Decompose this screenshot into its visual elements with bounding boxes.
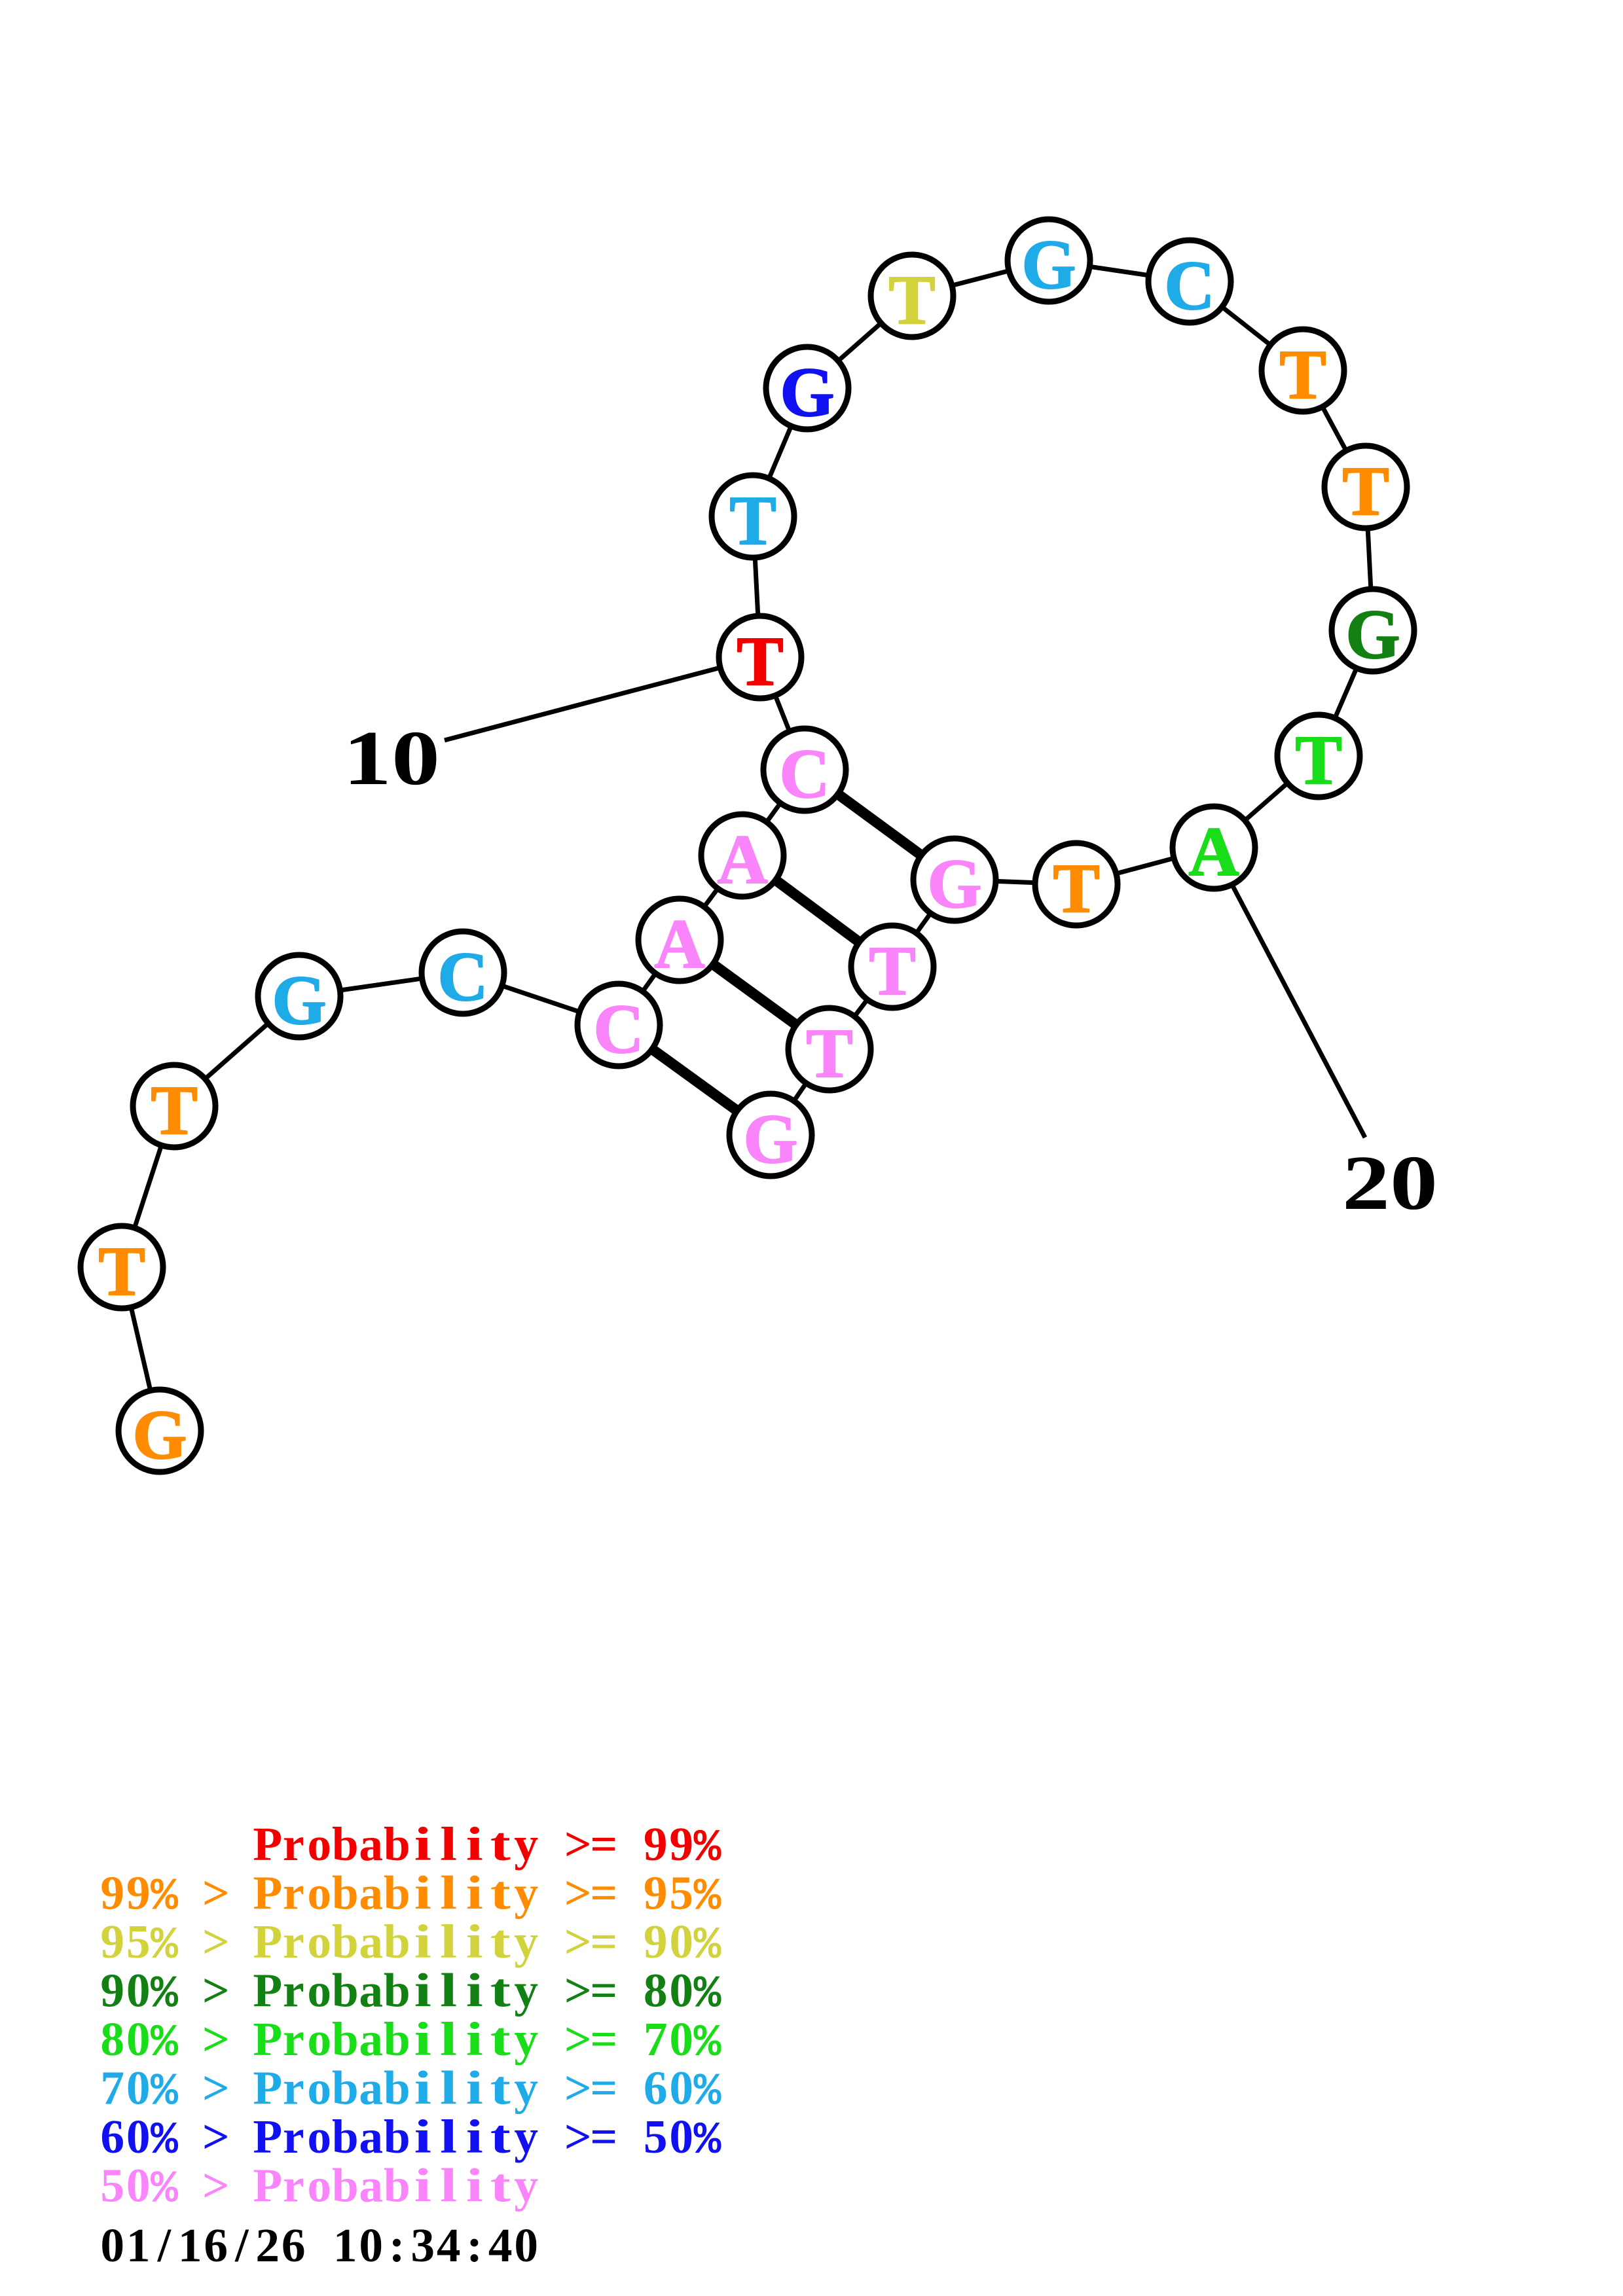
svg-text:t: t: [490, 1915, 511, 1968]
svg-text:l: l: [440, 2110, 457, 2163]
svg-text:T: T: [1342, 453, 1389, 530]
svg-text:i: i: [466, 2110, 483, 2163]
svg-text:t: t: [490, 2062, 511, 2115]
svg-text:T: T: [806, 1015, 852, 1092]
svg-text:i: i: [466, 1867, 483, 1920]
svg-text:t: t: [490, 2013, 511, 2066]
svg-text:%: %: [151, 2164, 179, 2216]
svg-text:T: T: [151, 1072, 197, 1149]
svg-text:i: i: [414, 2110, 431, 2163]
svg-text:i: i: [466, 2013, 483, 2066]
svg-text:%: %: [694, 2018, 722, 2070]
svg-text:i: i: [414, 2013, 431, 2066]
svg-text:G: G: [927, 846, 981, 923]
svg-text:T: T: [1295, 722, 1341, 799]
svg-text:T: T: [737, 623, 783, 700]
svg-text:l: l: [440, 1818, 457, 1871]
svg-text:i: i: [414, 1818, 431, 1871]
svg-text:t: t: [490, 1867, 511, 1920]
svg-text:l: l: [440, 1867, 457, 1920]
svg-text:%: %: [694, 1969, 722, 2021]
svg-text:%: %: [151, 2018, 179, 2070]
svg-text:T: T: [869, 933, 915, 1010]
svg-text:%: %: [694, 1920, 722, 1972]
svg-text:i: i: [466, 1964, 483, 2017]
svg-text:i: i: [414, 1867, 431, 1920]
svg-text:%: %: [151, 1969, 179, 2021]
svg-text:i: i: [414, 2159, 431, 2212]
svg-text:%: %: [151, 2115, 179, 2167]
svg-text:G: G: [132, 1397, 187, 1474]
svg-text:i: i: [414, 2062, 431, 2115]
svg-text:C: C: [593, 991, 644, 1068]
svg-text:G: G: [1021, 226, 1076, 304]
svg-text:C: C: [779, 736, 830, 813]
svg-text:T: T: [729, 482, 776, 560]
svg-text:G: G: [272, 962, 326, 1039]
svg-text:t: t: [490, 2159, 511, 2212]
svg-text:%: %: [151, 1872, 179, 1924]
svg-text:C: C: [437, 939, 488, 1016]
svg-text:i: i: [466, 1818, 483, 1871]
svg-text:10: 10: [343, 715, 440, 801]
svg-text:l: l: [440, 1964, 457, 2017]
svg-text:%: %: [694, 1872, 722, 1924]
svg-text:i: i: [466, 1915, 483, 1968]
svg-text:A: A: [654, 906, 704, 983]
svg-text:i: i: [414, 1964, 431, 2017]
svg-text:t: t: [490, 2110, 511, 2163]
svg-text:G: G: [1345, 596, 1400, 673]
svg-text:i: i: [414, 1915, 431, 1968]
svg-text:T: T: [888, 262, 935, 339]
svg-text:i: i: [466, 2159, 483, 2212]
svg-text:T: T: [98, 1233, 145, 1310]
svg-text:%: %: [151, 2067, 179, 2119]
svg-text:t: t: [490, 1964, 511, 2017]
svg-text:i: i: [466, 2062, 483, 2115]
svg-text:T: T: [1053, 850, 1099, 927]
svg-text:l: l: [440, 2062, 457, 2115]
svg-text:l: l: [440, 1915, 457, 1968]
svg-text:%: %: [694, 2067, 722, 2119]
svg-text:A: A: [717, 821, 767, 899]
svg-text:l: l: [440, 2159, 457, 2212]
svg-text:T: T: [1279, 336, 1326, 414]
svg-text:l: l: [440, 2013, 457, 2066]
svg-text:20: 20: [1342, 1139, 1438, 1226]
svg-text:t: t: [490, 1818, 511, 1871]
svg-text:G: G: [743, 1101, 797, 1178]
svg-text:G: G: [780, 354, 834, 431]
svg-text:A: A: [1188, 814, 1239, 891]
svg-text:%: %: [694, 2115, 722, 2167]
svg-text:C: C: [1164, 247, 1214, 325]
svg-text:%: %: [151, 1920, 179, 1972]
svg-text:%: %: [694, 1823, 722, 1874]
